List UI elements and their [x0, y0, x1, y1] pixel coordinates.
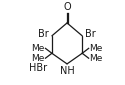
Text: Me: Me [31, 54, 45, 63]
Text: Br: Br [85, 29, 96, 39]
Text: Me: Me [31, 44, 45, 53]
Text: Br: Br [38, 29, 49, 39]
Text: O: O [64, 2, 72, 12]
Text: NH: NH [60, 66, 74, 76]
Text: Me: Me [89, 44, 103, 53]
Text: HBr: HBr [29, 63, 47, 73]
Text: Me: Me [89, 54, 103, 63]
